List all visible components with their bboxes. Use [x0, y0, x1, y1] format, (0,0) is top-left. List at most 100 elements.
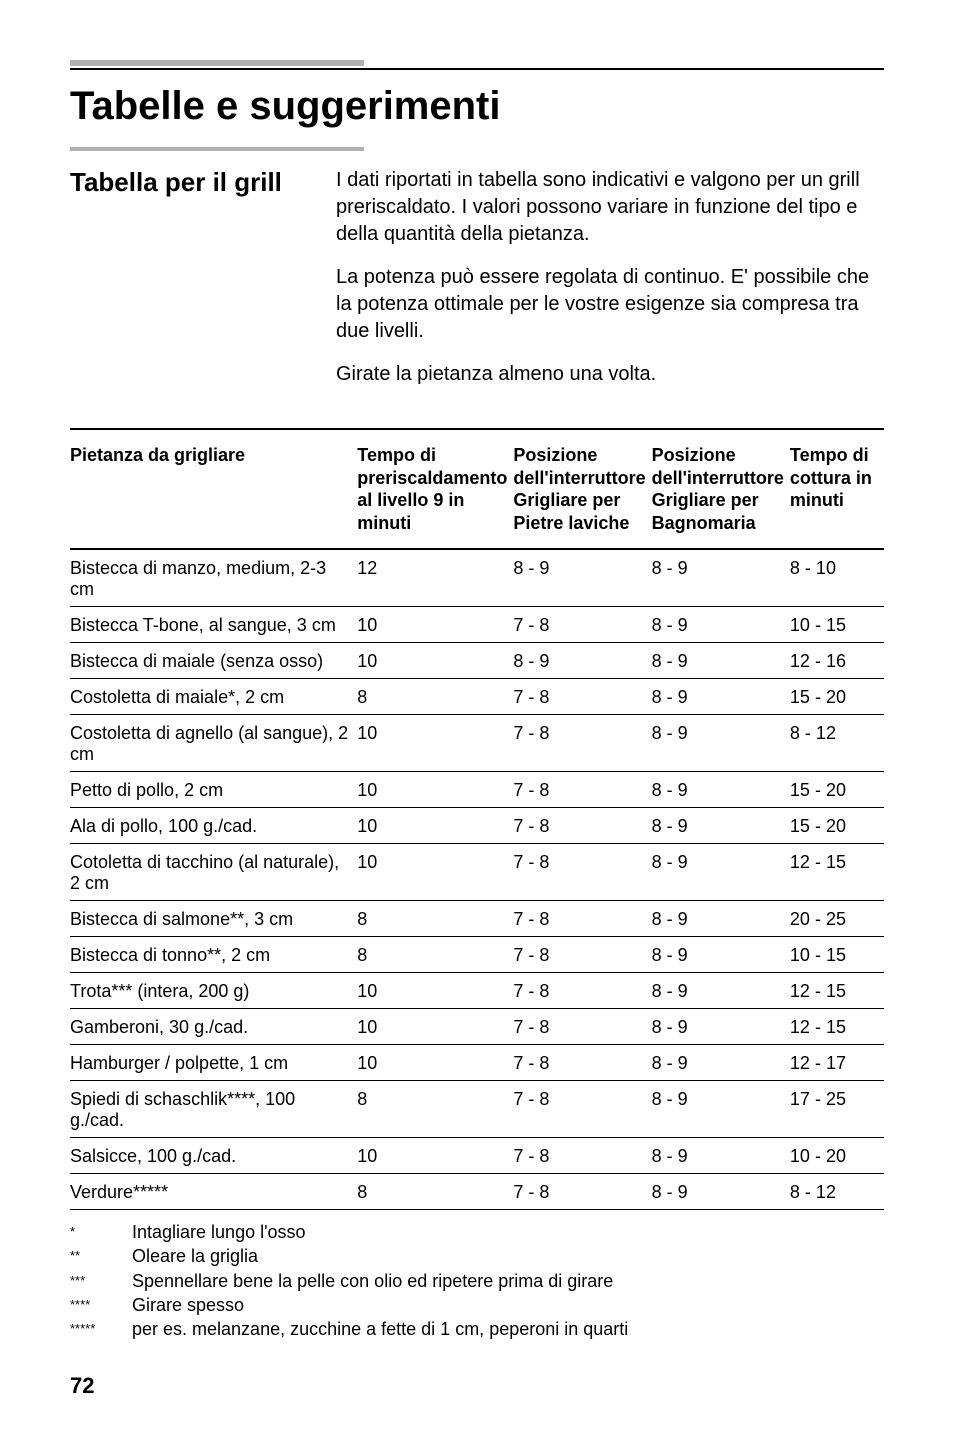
table-cell: 10	[357, 1138, 513, 1174]
table-cell: Petto di pollo, 2 cm	[70, 772, 357, 808]
table-row: Petto di pollo, 2 cm107 - 88 - 915 - 20	[70, 772, 884, 808]
table-cell: 7 - 8	[513, 901, 651, 937]
table-cell: 8 - 9	[513, 549, 651, 607]
table-cell: 12 - 16	[790, 643, 884, 679]
table-cell: Trota*** (intera, 200 g)	[70, 973, 357, 1009]
table-cell: 8 - 9	[652, 715, 790, 772]
table-cell: 10	[357, 808, 513, 844]
footnote-text: Girare spesso	[132, 1293, 244, 1317]
intro-text: I dati riportati in tabella sono indicat…	[336, 167, 884, 404]
table-cell: 8 - 9	[652, 679, 790, 715]
table-cell: Bistecca di maiale (senza osso)	[70, 643, 357, 679]
table-cell: 15 - 20	[790, 772, 884, 808]
table-cell: 10	[357, 844, 513, 901]
table-cell: 17 - 25	[790, 1081, 884, 1138]
table-cell: 8	[357, 901, 513, 937]
intro-paragraph: I dati riportati in tabella sono indicat…	[336, 167, 884, 248]
table-cell: 12 - 15	[790, 973, 884, 1009]
table-cell: 10	[357, 1009, 513, 1045]
table-cell: 12 - 15	[790, 1009, 884, 1045]
table-cell: Bistecca T-bone, al sangue, 3 cm	[70, 607, 357, 643]
table-cell: 8	[357, 1081, 513, 1138]
table-cell: 8 - 9	[652, 1138, 790, 1174]
table-cell: 10	[357, 1045, 513, 1081]
table-cell: 8	[357, 1174, 513, 1210]
table-cell: 7 - 8	[513, 1138, 651, 1174]
table-cell: Costoletta di agnello (al sangue), 2 cm	[70, 715, 357, 772]
intro-paragraph: La potenza può essere regolata di contin…	[336, 264, 884, 345]
table-cell: 8 - 9	[652, 1081, 790, 1138]
footnote: * Intagliare lungo l'osso	[70, 1220, 884, 1244]
table-cell: 8 - 9	[652, 937, 790, 973]
column-header: Pietanza da grigliare	[70, 429, 357, 549]
table-body: Bistecca di manzo, medium, 2-3 cm128 - 9…	[70, 549, 884, 1210]
decorative-rule-gray	[70, 147, 364, 151]
table-row: Salsicce, 100 g./cad.107 - 88 - 910 - 20	[70, 1138, 884, 1174]
table-cell: 7 - 8	[513, 715, 651, 772]
table-cell: 8 - 9	[652, 1045, 790, 1081]
table-row: Bistecca di maiale (senza osso)108 - 98 …	[70, 643, 884, 679]
table-cell: 7 - 8	[513, 1174, 651, 1210]
intro-section: Tabella per il grill I dati riportati in…	[70, 167, 884, 404]
table-row: Hamburger / polpette, 1 cm107 - 88 - 912…	[70, 1045, 884, 1081]
table-cell: 7 - 8	[513, 1009, 651, 1045]
table-row: Trota*** (intera, 200 g)107 - 88 - 912 -…	[70, 973, 884, 1009]
table-cell: Hamburger / polpette, 1 cm	[70, 1045, 357, 1081]
table-cell: 8 - 9	[652, 549, 790, 607]
table-cell: Salsicce, 100 g./cad.	[70, 1138, 357, 1174]
table-cell: 8 - 9	[652, 973, 790, 1009]
table-cell: 7 - 8	[513, 1045, 651, 1081]
table-cell: 7 - 8	[513, 772, 651, 808]
table-cell: 8 - 9	[652, 1174, 790, 1210]
table-cell: 8	[357, 679, 513, 715]
table-cell: 10 - 15	[790, 607, 884, 643]
table-row: Bistecca T-bone, al sangue, 3 cm107 - 88…	[70, 607, 884, 643]
table-row: Cotoletta di tacchino (al naturale), 2 c…	[70, 844, 884, 901]
table-row: Costoletta di agnello (al sangue), 2 cm1…	[70, 715, 884, 772]
table-cell: 8 - 12	[790, 715, 884, 772]
table-cell: 8 - 10	[790, 549, 884, 607]
table-row: Gamberoni, 30 g./cad.107 - 88 - 912 - 15	[70, 1009, 884, 1045]
table-cell: Spiedi di schaschlik****, 100 g./cad.	[70, 1081, 357, 1138]
footnote-text: Intagliare lungo l'osso	[132, 1220, 306, 1244]
table-cell: 15 - 20	[790, 808, 884, 844]
table-cell: 7 - 8	[513, 844, 651, 901]
table-cell: 20 - 25	[790, 901, 884, 937]
page-title: Tabelle e suggerimenti	[70, 84, 884, 129]
column-header: Posizione dell'interruttore Grigliare pe…	[513, 429, 651, 549]
table-cell: Verdure*****	[70, 1174, 357, 1210]
table-row: Spiedi di schaschlik****, 100 g./cad.87 …	[70, 1081, 884, 1138]
table-cell: Cotoletta di tacchino (al naturale), 2 c…	[70, 844, 357, 901]
decorative-rule-gray	[70, 60, 364, 66]
table-cell: 12 - 15	[790, 844, 884, 901]
table-header-row: Pietanza da grigliare Tempo di preriscal…	[70, 429, 884, 549]
table-cell: 8 - 9	[652, 1009, 790, 1045]
table-cell: Ala di pollo, 100 g./cad.	[70, 808, 357, 844]
footnote-symbol: ***	[70, 1269, 118, 1293]
table-cell: 8 - 9	[652, 808, 790, 844]
table-cell: 10	[357, 607, 513, 643]
table-cell: 8 - 9	[652, 607, 790, 643]
decorative-rule-black	[70, 68, 884, 70]
table-row: Bistecca di salmone**, 3 cm87 - 88 - 920…	[70, 901, 884, 937]
section-title: Tabella per il grill	[70, 167, 310, 198]
table-cell: 10	[357, 715, 513, 772]
table-cell: Costoletta di maiale*, 2 cm	[70, 679, 357, 715]
footnote-symbol: *****	[70, 1317, 118, 1341]
table-cell: 12 - 17	[790, 1045, 884, 1081]
footnote-text: Oleare la griglia	[132, 1244, 258, 1268]
footnote: ****Girare spesso	[70, 1293, 884, 1317]
table-row: Bistecca di manzo, medium, 2-3 cm128 - 9…	[70, 549, 884, 607]
footnote-text: Spennellare bene la pelle con olio ed ri…	[132, 1269, 613, 1293]
table-cell: Bistecca di tonno**, 2 cm	[70, 937, 357, 973]
table-cell: 12	[357, 549, 513, 607]
table-cell: 10	[357, 772, 513, 808]
table-cell: Gamberoni, 30 g./cad.	[70, 1009, 357, 1045]
table-cell: Bistecca di manzo, medium, 2-3 cm	[70, 549, 357, 607]
table-cell: 10 - 20	[790, 1138, 884, 1174]
table-row: Bistecca di tonno**, 2 cm87 - 88 - 910 -…	[70, 937, 884, 973]
footnote-text: per es. melanzane, zucchine a fette di 1…	[132, 1317, 628, 1341]
grill-table: Pietanza da grigliare Tempo di preriscal…	[70, 428, 884, 1210]
footnote-symbol: *	[70, 1220, 118, 1244]
table-cell: 7 - 8	[513, 937, 651, 973]
